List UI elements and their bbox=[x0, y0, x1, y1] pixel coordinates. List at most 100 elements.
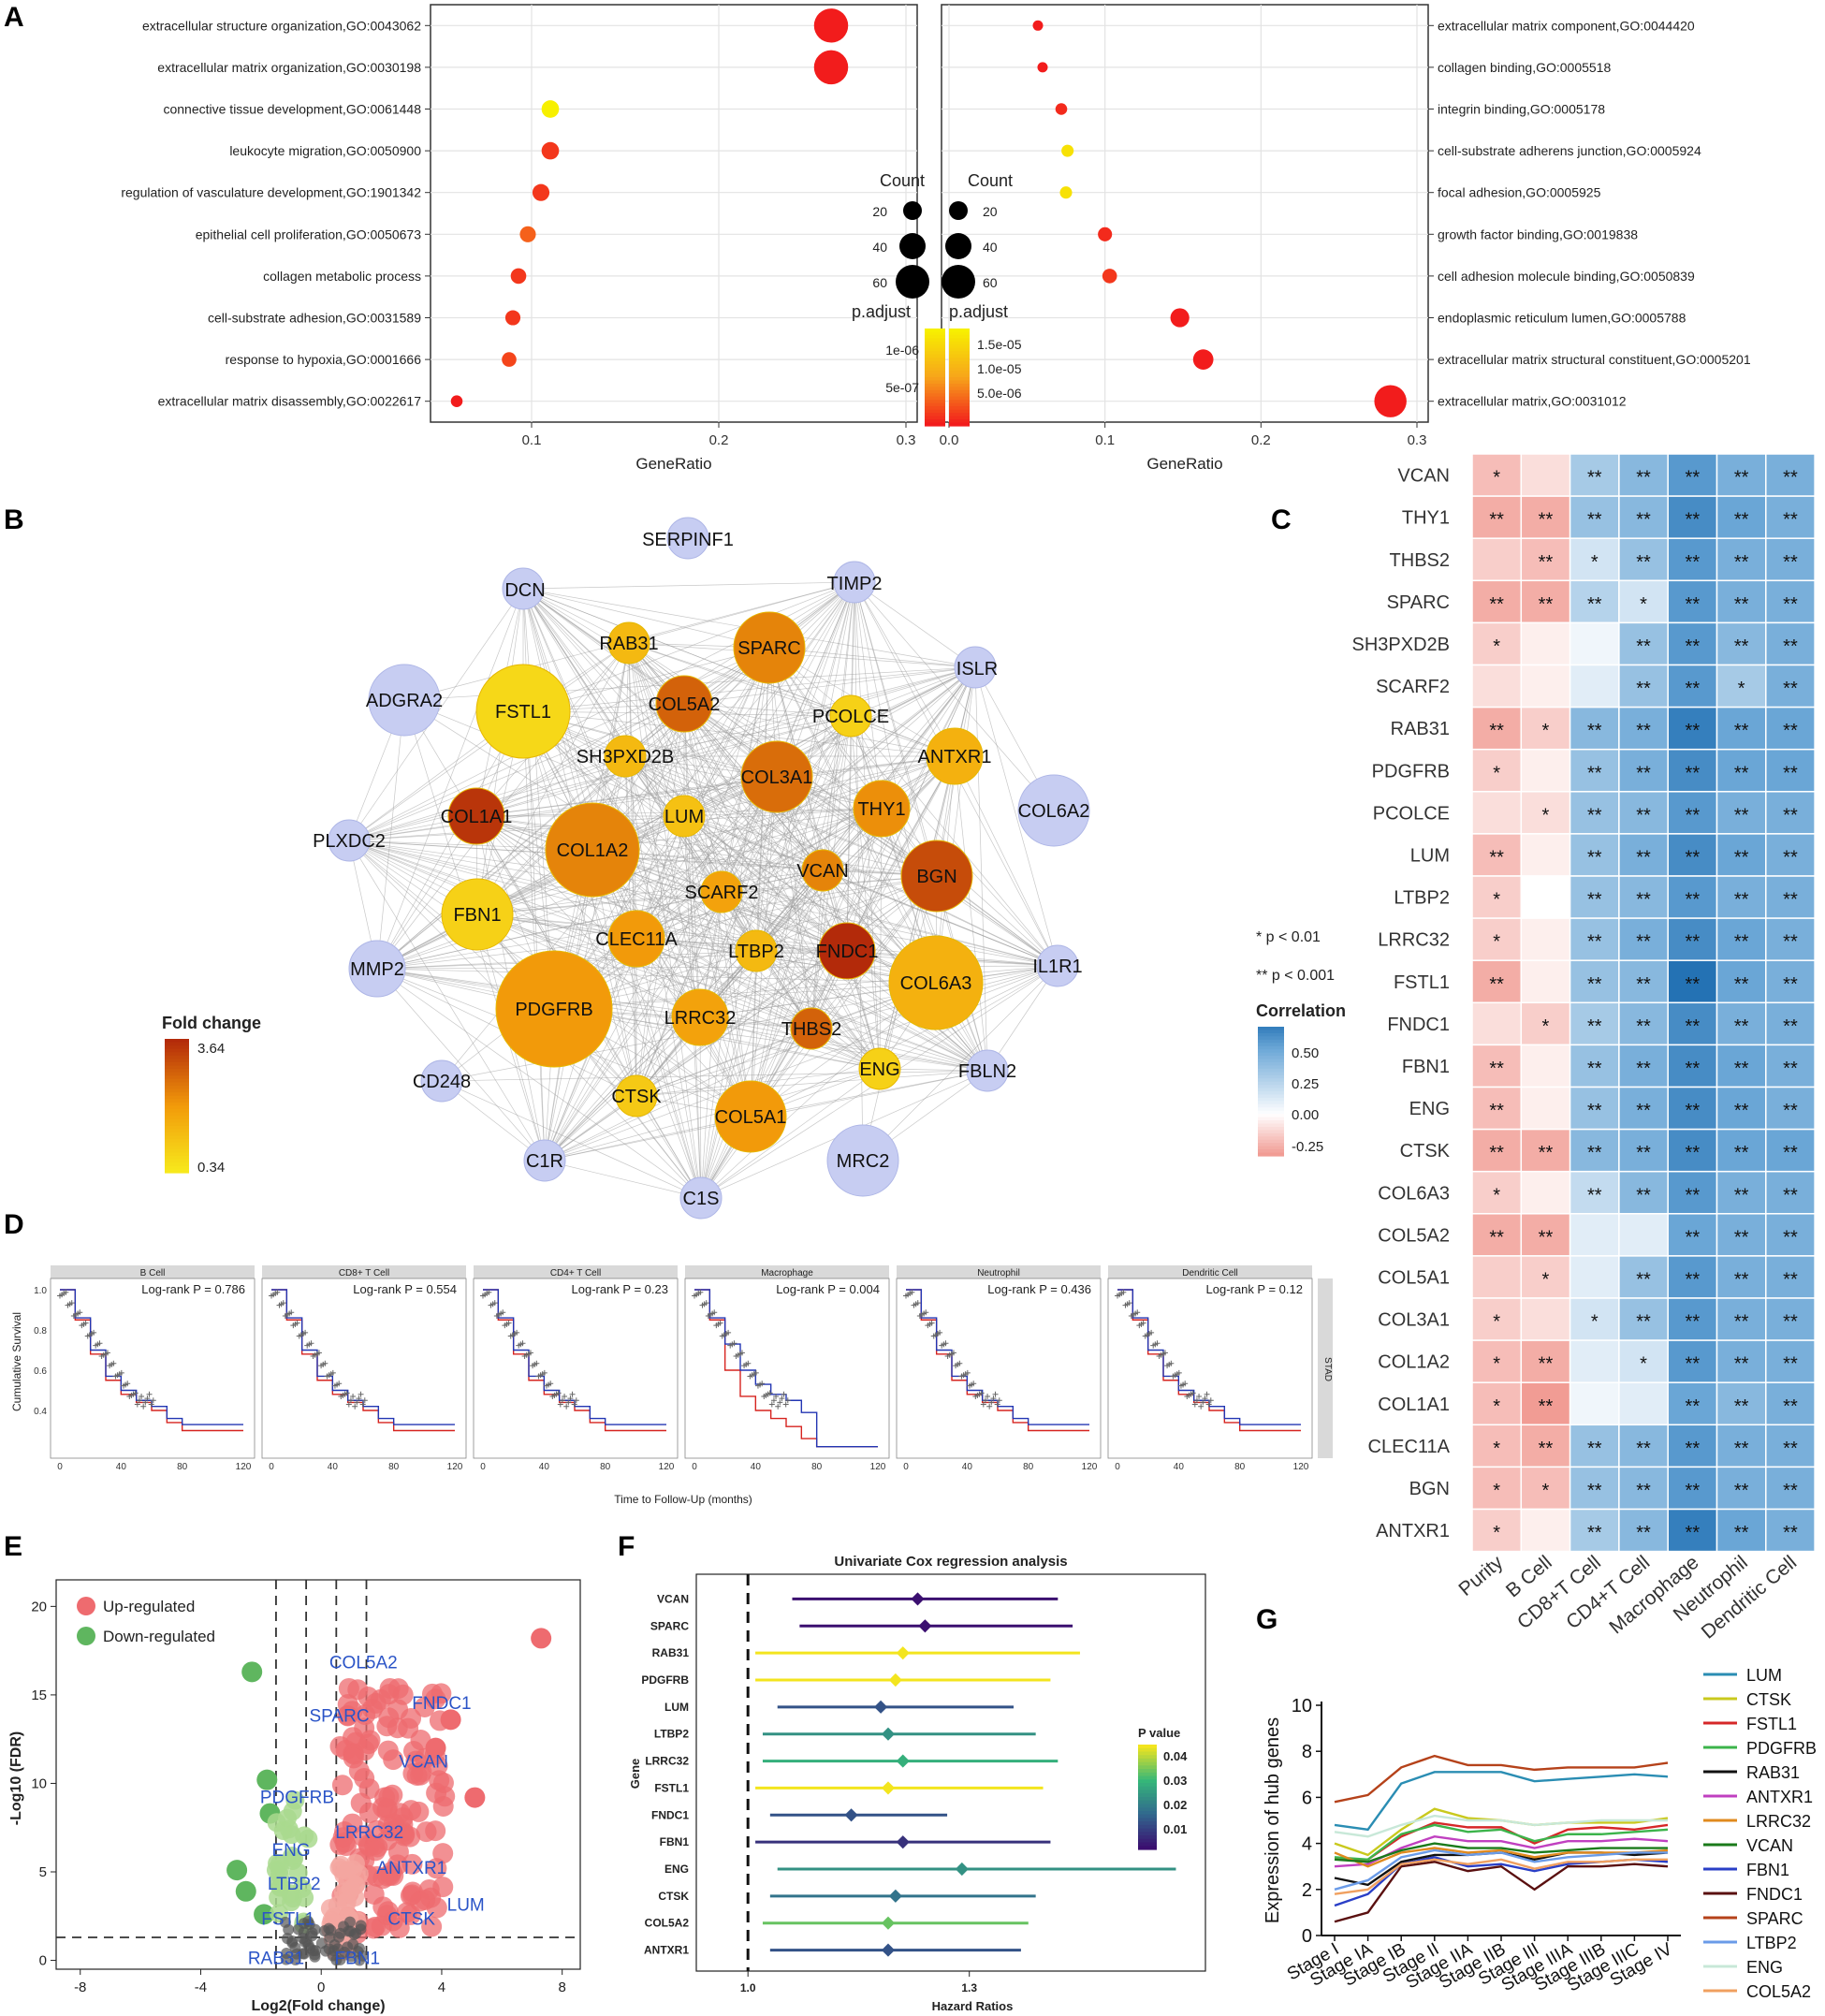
colorbar-step bbox=[949, 351, 970, 356]
heatmap-cell bbox=[1618, 748, 1669, 793]
heatmap-cell bbox=[1520, 1297, 1571, 1341]
go-dot bbox=[1037, 62, 1048, 73]
network-edge bbox=[522, 710, 812, 1030]
network-node-label: PCOLCE bbox=[812, 707, 889, 727]
heatmap-cell bbox=[1569, 1381, 1620, 1426]
up-point bbox=[370, 1688, 391, 1710]
colorbar-step bbox=[1138, 1838, 1157, 1844]
down-point bbox=[241, 1661, 263, 1683]
heatmap-star: ** bbox=[1587, 763, 1602, 783]
heatmap-star: ** bbox=[1734, 763, 1749, 783]
y-tick-label: 5 bbox=[39, 1864, 47, 1880]
heatmap-star: ** bbox=[1636, 1269, 1651, 1290]
heatmap-star: ** bbox=[1783, 763, 1798, 783]
heatmap-star: ** bbox=[1734, 847, 1749, 868]
heatmap-star: ** bbox=[1783, 468, 1798, 489]
strip bbox=[1318, 1278, 1333, 1458]
network-edge bbox=[403, 699, 988, 1072]
colorbar-step bbox=[165, 1132, 189, 1137]
legend-title: Count bbox=[968, 171, 1013, 190]
network-edge bbox=[544, 891, 723, 1161]
strip bbox=[51, 1265, 255, 1278]
heatmap-cell bbox=[1765, 453, 1816, 497]
plot-frame bbox=[261, 1278, 467, 1459]
network-edge bbox=[522, 581, 855, 590]
network-edge bbox=[635, 938, 881, 1070]
gene-label: ENG bbox=[271, 1841, 310, 1861]
go-dot bbox=[1061, 144, 1074, 157]
network-node-label: LRRC32 bbox=[664, 1008, 737, 1029]
network-edge bbox=[522, 588, 848, 952]
heatmap-star: ** bbox=[1783, 1227, 1798, 1248]
y-tick-label: 0 bbox=[1302, 1926, 1312, 1947]
colorbar-step bbox=[1138, 1821, 1157, 1826]
heatmap-star: ** bbox=[1783, 890, 1798, 911]
colorbar-step bbox=[1258, 1091, 1284, 1096]
legend-label: 0.25 bbox=[1292, 1076, 1319, 1092]
heatmap-cell bbox=[1716, 1381, 1767, 1426]
heatmap-row-label: PDGFRB bbox=[1372, 761, 1450, 782]
colorbar-step bbox=[165, 1142, 189, 1147]
heatmap-star: ** bbox=[1783, 1269, 1798, 1290]
colorbar-step bbox=[165, 1052, 189, 1057]
go-term-label: focal adhesion,GO:0005925 bbox=[1438, 185, 1601, 200]
colorbar-step bbox=[949, 334, 970, 339]
up-point-light bbox=[320, 1899, 340, 1919]
heatmap-star: ** bbox=[1539, 594, 1554, 615]
heatmap-cell bbox=[1471, 1128, 1523, 1173]
heatmap-cell bbox=[1569, 833, 1620, 877]
heatmap-cell bbox=[1520, 664, 1571, 709]
y-tick-label: 0.6 bbox=[34, 1366, 47, 1377]
censor-marks bbox=[692, 1289, 791, 1410]
x-tick-label: 40 bbox=[328, 1462, 339, 1472]
x-tick-label: 40 bbox=[962, 1462, 973, 1472]
colorbar-step bbox=[165, 1156, 189, 1161]
network-edge bbox=[475, 666, 976, 817]
heatmap-star: ** bbox=[1539, 1354, 1554, 1375]
colorbar-step bbox=[949, 347, 970, 352]
heatmap-row-label: COL5A1 bbox=[1378, 1267, 1450, 1288]
heatmap-star: ** bbox=[1734, 1269, 1749, 1290]
colorbar-step bbox=[1258, 1032, 1284, 1037]
plot-frame bbox=[1107, 1278, 1313, 1459]
go-term-label: extracellular matrix disassembly,GO:0022… bbox=[158, 394, 422, 409]
network-node-label: TIMP2 bbox=[827, 574, 883, 594]
network-edge bbox=[624, 755, 848, 952]
colorbar-step bbox=[1138, 1747, 1157, 1753]
colorbar-step bbox=[1258, 1065, 1284, 1070]
heatmap-star: ** bbox=[1783, 594, 1798, 615]
network-edge bbox=[683, 755, 956, 817]
network-edge bbox=[683, 703, 937, 984]
go-dot bbox=[813, 8, 849, 43]
gene-label: LTBP2 bbox=[268, 1875, 321, 1894]
ns-point bbox=[306, 1927, 318, 1939]
strip-label: Dendritic Cell bbox=[1182, 1268, 1237, 1278]
network-node bbox=[545, 802, 640, 898]
go-term-label: epithelial cell proliferation,GO:0050673 bbox=[196, 226, 421, 241]
network-edge bbox=[683, 815, 812, 1030]
network-edge bbox=[854, 581, 976, 668]
network-edge bbox=[683, 815, 701, 1018]
up-point bbox=[378, 1786, 400, 1807]
ns-point bbox=[307, 1945, 319, 1957]
network-edge bbox=[750, 965, 1058, 1118]
heatmap-star: ** bbox=[1734, 805, 1749, 825]
heatmap-star: * bbox=[1738, 679, 1745, 699]
network-edge bbox=[846, 715, 852, 952]
gene-label: ENG bbox=[664, 1863, 689, 1876]
heatmap-star: ** bbox=[1636, 847, 1651, 868]
colorbar-step bbox=[949, 329, 970, 333]
heatmap-cell bbox=[1667, 1001, 1718, 1046]
colorbar-step bbox=[1138, 1751, 1157, 1756]
heatmap-star: ** bbox=[1539, 1439, 1554, 1459]
network-node-label: ANTXR1 bbox=[918, 747, 992, 767]
colorbar-step bbox=[165, 1118, 189, 1123]
network-node-label: IL1R1 bbox=[1032, 957, 1082, 977]
heatmap-cell bbox=[1618, 1001, 1669, 1046]
y-axis-title: -Log10 (FDR) bbox=[8, 1731, 24, 1825]
colorbar-step bbox=[925, 341, 945, 345]
colorbar-step bbox=[1258, 1059, 1284, 1063]
up-point bbox=[426, 1858, 447, 1879]
heatmap-cell bbox=[1765, 1424, 1816, 1468]
colorbar-step bbox=[949, 389, 970, 394]
